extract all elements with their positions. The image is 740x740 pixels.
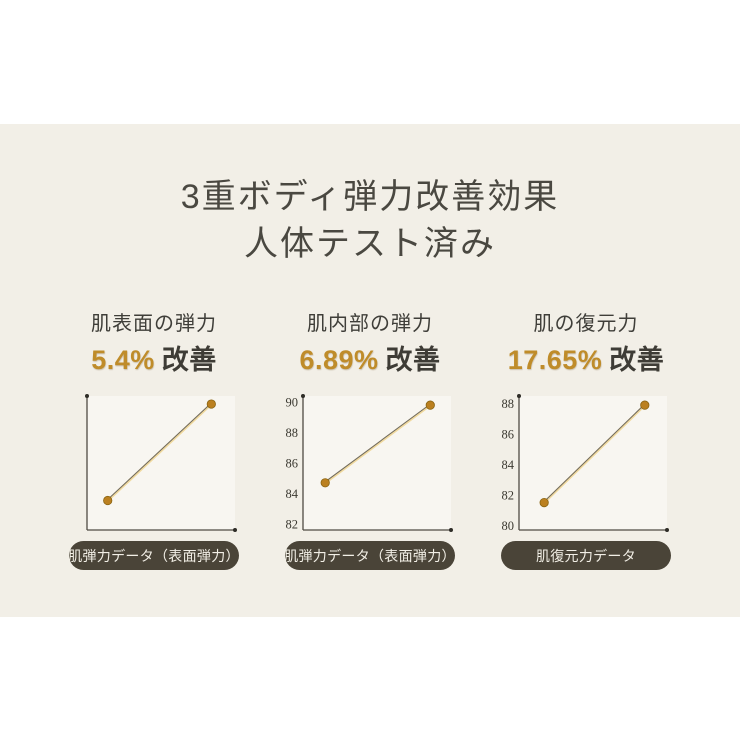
improvement-suffix: 改善: [609, 345, 665, 375]
improvement-stat: 5.4% 改善: [59, 344, 249, 376]
improvement-suffix: 改善: [385, 345, 441, 375]
column-heading: 肌内部の弾力: [307, 313, 433, 335]
infographic: 3重ボディ弾力改善効果 人体テスト済み 肌表面の弾力 5.4% 改善 肌弾力データ…: [0, 124, 740, 570]
inner-elasticity-line-chart: 82 84 86 88 90: [286, 394, 453, 532]
page-title-line1: 3重ボディ弾力改善効果: [180, 178, 560, 216]
svg-text:86: 86: [502, 428, 515, 442]
svg-text:90: 90: [286, 396, 299, 410]
surface-elasticity-line-chart: [85, 394, 237, 532]
improvement-percent: 6.89%: [299, 345, 379, 375]
chart-columns: 肌表面の弾力 5.4% 改善 肌弾力データ（表面弾力） 肌内部の弾力 6.89% 改…: [0, 312, 740, 570]
improvement-stat: 17.65% 改善: [491, 344, 681, 376]
svg-text:82: 82: [286, 517, 299, 531]
column-heading: 肌表面の弾力: [91, 313, 217, 335]
svg-text:88: 88: [502, 397, 515, 411]
improvement-stat: 6.89% 改善: [275, 344, 465, 376]
chart-caption-pill: 肌弾力データ（表面弾力）: [68, 541, 240, 570]
svg-text:86: 86: [286, 457, 299, 471]
page-title-line2: 人体テスト済み: [244, 225, 496, 263]
improvement-percent: 17.65%: [507, 345, 603, 375]
svg-text:88: 88: [286, 426, 299, 440]
page-title: 3重ボディ弾力改善効果 人体テスト済み: [0, 124, 740, 268]
svg-text:80: 80: [502, 519, 515, 533]
column-resilience: 肌の復元力 17.65% 改善 80 82 84 86 88 肌復元力データ: [491, 312, 681, 570]
resilience-line-chart: 80 82 84 86 88: [502, 394, 669, 533]
column-surface-elasticity: 肌表面の弾力 5.4% 改善 肌弾力データ（表面弾力）: [59, 312, 249, 570]
svg-text:84: 84: [286, 487, 299, 501]
chart-caption-pill: 肌復元力データ: [501, 541, 671, 570]
column-inner-elasticity: 肌内部の弾力 6.89% 改善 82 84 86 88 90 肌弾力データ（表面弾力）: [275, 312, 465, 570]
svg-text:84: 84: [502, 458, 515, 472]
improvement-suffix: 改善: [161, 345, 217, 375]
improvement-percent: 5.4%: [91, 345, 155, 375]
column-heading: 肌の復元力: [533, 313, 639, 335]
chart-caption-pill: 肌弾力データ（表面弾力）: [284, 541, 456, 570]
beige-background-band: [0, 124, 740, 617]
svg-text:82: 82: [502, 488, 515, 502]
